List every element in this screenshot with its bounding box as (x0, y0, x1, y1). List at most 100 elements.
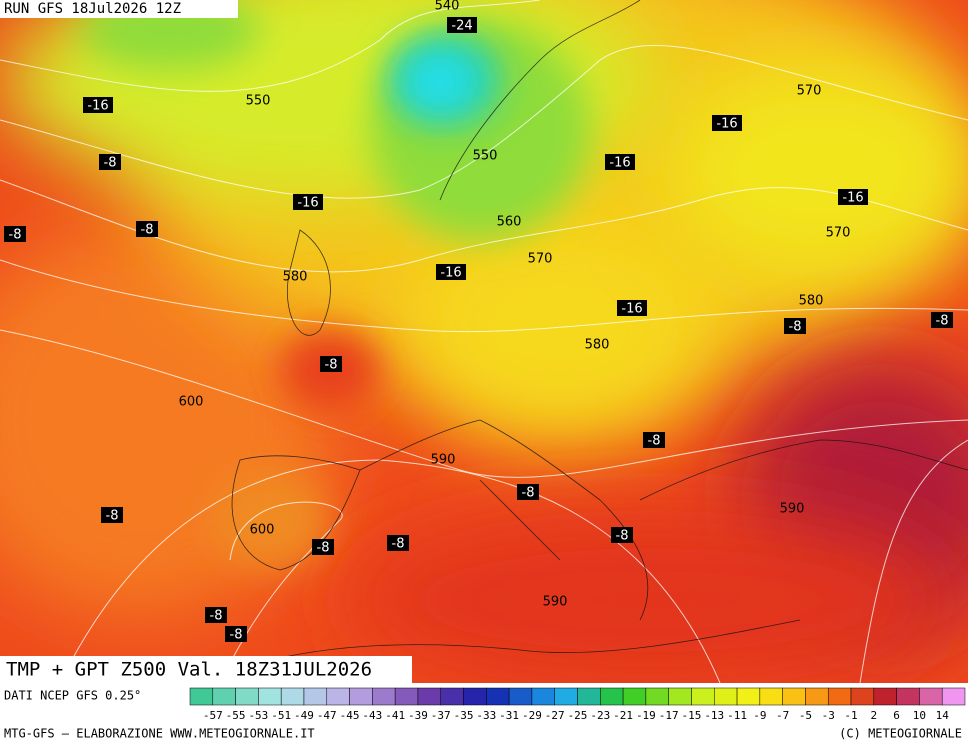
credit-label: MTG-GFS — ELABORAZIONE WWW.METEOGIORNALE… (4, 727, 315, 741)
colorbar-label: -45 (340, 709, 360, 722)
colorbar-label: -1 (844, 709, 857, 722)
colorbar-label: -7 (776, 709, 789, 722)
colorbar-cell (326, 687, 350, 706)
contour-label: 580 (799, 294, 824, 309)
colorbar-label: 14 (936, 709, 950, 722)
temperature-label: -8 (936, 314, 949, 329)
temperature-label-box (605, 154, 635, 170)
temperature-label-box (101, 507, 123, 523)
contour-label: 540 (435, 0, 460, 14)
map-labels: 540 550 550 560 570 570 570 580 580 580 600 590 590 6… (0, 0, 953, 643)
temperature-label: -16 (621, 302, 642, 317)
colorbar-label: 2 (871, 709, 878, 722)
colorbar-label: -9 (753, 709, 766, 722)
temperature-label: -16 (297, 196, 318, 211)
colorbar-cell (714, 687, 738, 706)
colorbar-cell (440, 687, 464, 706)
temperature-field (0, 0, 968, 683)
colorbar-label: -19 (636, 709, 656, 722)
temperature-label-box (838, 189, 868, 205)
geopotential-contours (0, 0, 968, 684)
temperature-label-box (436, 264, 466, 280)
colorbar-label: 10 (913, 709, 926, 722)
colorbar-cell (372, 687, 396, 706)
colorbar-label: -21 (613, 709, 633, 722)
contour-label: 550 (246, 94, 271, 109)
temperature-label: -8 (210, 609, 223, 624)
colorbar-cell (280, 687, 305, 706)
temperature-label: -8 (230, 628, 243, 643)
colorbar-cell (873, 687, 897, 706)
colorbar-cell (691, 687, 715, 706)
colorbar-cell (577, 687, 601, 706)
temperature-label-box (205, 607, 227, 623)
colorbar-cell (531, 687, 555, 706)
temperature-label: -16 (440, 266, 461, 281)
colorbar-cell (941, 687, 966, 706)
colorbar-label: -47 (317, 709, 337, 722)
temperature-label: -16 (609, 156, 630, 171)
contour-label: 600 (179, 395, 204, 410)
colorbar-cell (417, 687, 441, 706)
temperature-label: -16 (87, 99, 108, 114)
colorbar-label: -33 (476, 709, 496, 722)
temperature-label: -8 (104, 156, 117, 171)
colorbar-label: -17 (659, 709, 679, 722)
temperature-label-box (517, 484, 539, 500)
temperature-label: -8 (648, 434, 661, 449)
colorbar-label: -29 (522, 709, 542, 722)
colorbar-label: -13 (704, 709, 724, 722)
colorbar-cell (235, 687, 259, 706)
colorbar-label: -53 (248, 709, 268, 722)
colorbar-cell (850, 687, 875, 706)
temperature-label: -8 (789, 320, 802, 335)
contour-label: 580 (585, 338, 610, 353)
colorbar-cell (189, 687, 214, 706)
colorbar-label: -27 (545, 709, 565, 722)
contour-label: 590 (543, 595, 568, 610)
temperature-label-box (611, 527, 633, 543)
colorbar-cell (805, 687, 829, 706)
colorbar-cell (463, 687, 487, 706)
temperature-label-box (784, 318, 806, 334)
colorbar-label: -55 (226, 709, 246, 722)
colorbar-label: -37 (431, 709, 451, 722)
temperature-label-box (931, 312, 953, 328)
colorbar-label: -57 (203, 709, 223, 722)
colorbar: -57 -55 -53 -51 -49 -47 -45 -43 -41 -39 -37 -35 -33-… (189, 687, 966, 722)
colorbar-cell (668, 687, 692, 706)
colorbar-cell (782, 687, 806, 706)
colorbar-cell (600, 687, 624, 706)
temperature-label: -8 (317, 541, 330, 556)
colorbar-label: -41 (385, 709, 405, 722)
colorbar-label: -31 (499, 709, 519, 722)
title-box (0, 656, 412, 683)
colorbar-cell (622, 687, 647, 706)
temperature-label-box (83, 97, 113, 113)
colorbar-cell (827, 687, 852, 706)
temperature-label-box (225, 626, 247, 642)
temperature-label-box (4, 226, 26, 242)
temperature-label-box (293, 194, 323, 210)
colorbar-label: -43 (362, 709, 382, 722)
map-title: TMP + GPT Z500 Val. 18Z31JUL2026 (6, 659, 372, 681)
contour-label: 580 (283, 270, 308, 285)
contour-label: 570 (797, 84, 822, 99)
temperature-label: -8 (141, 223, 154, 238)
colorbar-cell (919, 687, 943, 706)
temperature-label: -16 (716, 117, 737, 132)
colorbar-cell (896, 687, 920, 706)
colorbar-label: -39 (408, 709, 428, 722)
temperature-label-box (643, 432, 665, 448)
contour-label: 560 (497, 215, 522, 230)
source-label: DATI NCEP GFS 0.25° (4, 689, 141, 703)
colorbar-label: -49 (294, 709, 314, 722)
colorbar-cell (554, 687, 578, 706)
colorbar-label: -35 (454, 709, 474, 722)
temperature-label-box (99, 154, 121, 170)
colorbar-label: 6 (893, 709, 900, 722)
temperature-label: -8 (616, 529, 629, 544)
contour-label: 570 (826, 226, 851, 241)
